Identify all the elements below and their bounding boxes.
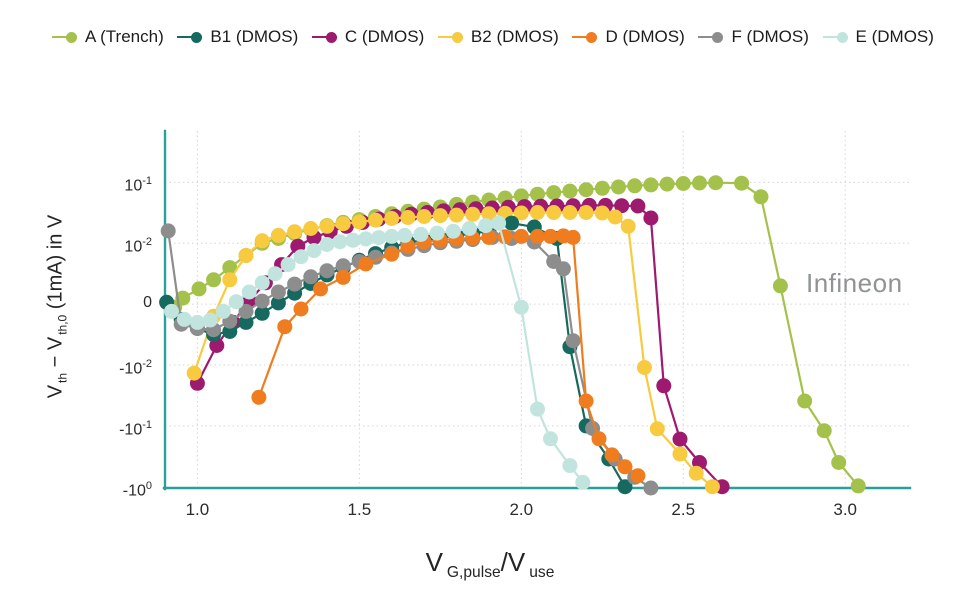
y-axis-title: Vth − Vth,0 (1mA) in V [44,214,70,399]
legend-label: D (DMOS) [605,27,685,46]
legend-line-dot-icon [52,31,79,43]
y-tick-label: -100 [122,479,152,500]
legend-item-c-dmos[interactable]: C (DMOS) [311,27,425,47]
legend-item-d-dmos[interactable]: D (DMOS) [572,27,685,47]
legend-item-e-dmos[interactable]: E (DMOS) [822,27,934,47]
series-e-dmos [164,215,591,490]
legend-label: C (DMOS) [344,27,425,46]
legend-label: B1 (DMOS) [210,27,299,46]
legend-label: B2 (DMOS) [470,27,559,46]
legend-line-dot-icon [572,31,599,43]
legend-item-a-trench[interactable]: A (Trench) [52,27,164,47]
x-tick-label: 2.0 [509,500,534,519]
series-b2-dmos [186,205,720,495]
legend-line-dot-icon [822,31,850,43]
series-d-dmos [251,228,646,484]
y-tick-label: 10-1 [124,175,152,195]
legend-item-b2-dmos[interactable]: B2 (DMOS) [437,27,559,47]
x-tick-label: 1.5 [347,500,372,519]
legend-item-b1-dmos[interactable]: B1 (DMOS) [177,27,298,47]
legend-label: E (DMOS) [855,27,934,46]
x-axis-title: V G,pulse/V use [425,547,555,581]
axis-spines [162,129,912,491]
y-tick-label: -10-1 [119,418,152,439]
y-tick-label: -10-2 [119,357,152,378]
legend-label: F (DMOS) [731,27,809,46]
legend-line-dot-icon [177,31,204,43]
infineon-watermark: Infineon [806,268,903,298]
x-tick-label: 3.0 [833,500,858,519]
legend-item-f-dmos[interactable]: F (DMOS) [698,27,809,47]
chart-legend: A (Trench) B1 (DMOS) C (DMOS) B2 (DMOS) D (D… [52,27,934,47]
x-tick-label: 1.0 [185,500,210,519]
legend-line-dot-icon [698,31,725,43]
x-tick-label: 2.5 [671,500,696,519]
legend-label: A (Trench) [85,27,164,46]
legend-line-dot-icon [311,31,339,43]
legend-line-dot-icon [437,31,465,43]
y-tick-label: 10-2 [124,236,152,256]
y-tick-label: 0 [143,294,152,312]
